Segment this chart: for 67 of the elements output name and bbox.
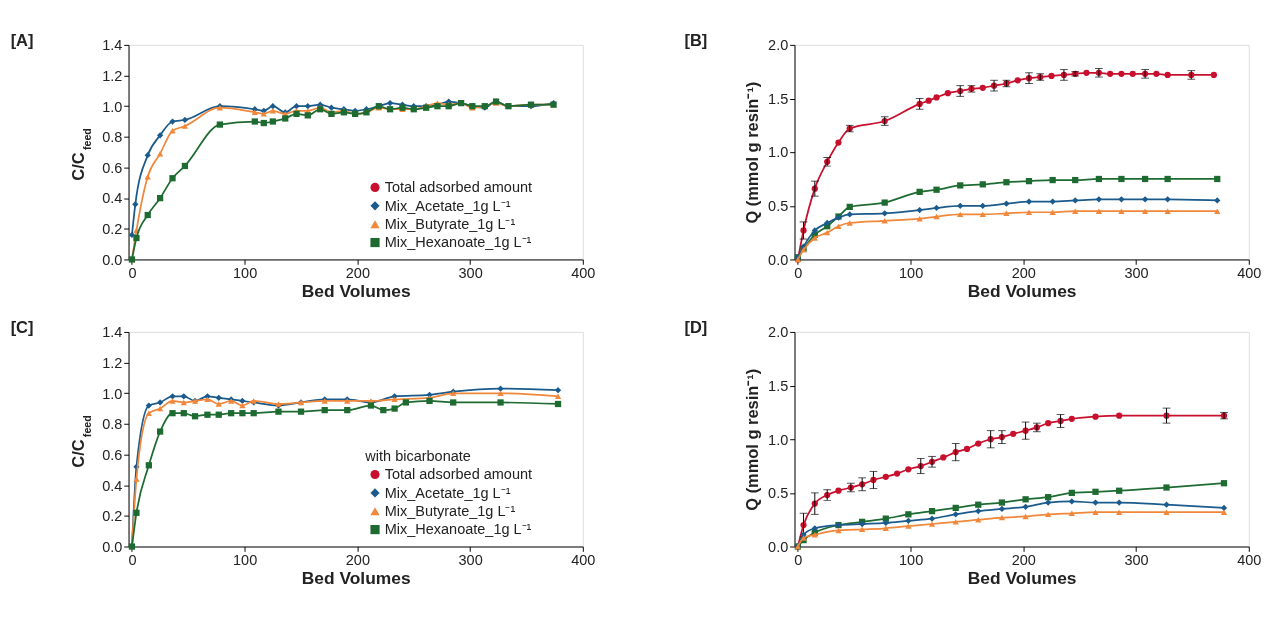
y-tick-label: 1.5 [768, 90, 789, 107]
x-tick-label: 300 [458, 265, 483, 282]
y-axis-title: Q (mmol g resin⁻¹) [743, 368, 762, 511]
x-axis-title: Bed Volumes [301, 567, 411, 588]
y-tick-label: 1.5 [768, 377, 789, 394]
x-tick-label: 200 [345, 265, 370, 282]
y-tick-label: 0.0 [768, 251, 789, 268]
chart-title: [B] [684, 30, 708, 49]
chart-title: [D] [684, 317, 708, 336]
y-tick-label: 2.0 [768, 37, 789, 54]
x-tick-label: 0 [128, 552, 137, 569]
x-tick-label: 100 [899, 552, 924, 569]
y-tick-label: 0.0 [102, 538, 123, 555]
x-tick-label: 0 [794, 265, 803, 282]
x-axis-title: Bed Volumes [967, 567, 1077, 588]
x-tick-label: 200 [1011, 265, 1036, 282]
x-tick-label: 300 [458, 552, 483, 569]
y-tick-label: 1.0 [102, 385, 123, 402]
chart-title: [C] [10, 317, 34, 336]
y-axis-title: C/Cfeed [69, 415, 93, 468]
x-tick-label: 100 [233, 265, 258, 282]
legend-label: Mix_Butyrate_1g L⁻¹ [384, 216, 516, 233]
y-tick-label: 0.6 [102, 446, 123, 463]
y-tick-label: 0.5 [768, 198, 789, 215]
x-tick-label: 100 [899, 265, 924, 282]
x-axis-title: Bed Volumes [301, 280, 411, 301]
y-tick-label: 2.0 [768, 324, 789, 341]
y-tick-label: 1.0 [102, 98, 123, 115]
x-tick-label: 0 [128, 265, 137, 282]
y-tick-label: 1.4 [102, 37, 123, 54]
legend-label: Mix_Hexanoate_1g L⁻¹ [384, 234, 532, 251]
x-tick-label: 400 [1237, 552, 1262, 569]
y-tick-label: 1.2 [102, 354, 123, 371]
x-tick-label: 400 [1237, 265, 1262, 282]
x-tick-label: 200 [345, 552, 370, 569]
x-tick-label: 0 [794, 552, 803, 569]
y-tick-label: 0.8 [102, 129, 123, 146]
legend-label: Mix_Butyrate_1g L⁻¹ [384, 503, 516, 520]
y-tick-label: 1.2 [102, 67, 123, 84]
y-tick-label: 0.2 [102, 508, 123, 525]
y-axis-title: C/Cfeed [69, 128, 93, 181]
y-axis-title: Q (mmol g resin⁻¹) [743, 81, 762, 224]
y-tick-label: 0.4 [102, 477, 123, 494]
y-tick-label: 0.0 [102, 251, 123, 268]
legend-label: Mix_Hexanoate_1g L⁻¹ [384, 521, 532, 538]
y-tick-label: 1.0 [768, 431, 789, 448]
x-tick-label: 100 [233, 552, 258, 569]
y-tick-label: 0.5 [768, 485, 789, 502]
legend-title: with bicarbonate [364, 447, 471, 464]
legend-label: Total adsorbed amount [384, 466, 533, 483]
x-tick-label: 400 [571, 265, 596, 282]
y-tick-label: 0.4 [102, 190, 123, 207]
legend-label: Total adsorbed amount [384, 179, 533, 196]
y-tick-label: 0.2 [102, 221, 123, 238]
x-axis-title: Bed Volumes [967, 280, 1077, 301]
y-tick-label: 0.0 [768, 538, 789, 555]
y-tick-label: 1.0 [768, 144, 789, 161]
x-tick-label: 400 [571, 552, 596, 569]
legend-label: Mix_Acetate_1g L⁻¹ [384, 197, 511, 214]
x-tick-label: 300 [1124, 265, 1149, 282]
chart-title: [A] [10, 30, 34, 49]
legend-label: Mix_Acetate_1g L⁻¹ [384, 484, 511, 501]
y-tick-label: 0.6 [102, 159, 123, 176]
y-tick-label: 1.4 [102, 324, 123, 341]
y-tick-label: 0.8 [102, 416, 123, 433]
x-tick-label: 200 [1011, 552, 1036, 569]
x-tick-label: 300 [1124, 552, 1149, 569]
